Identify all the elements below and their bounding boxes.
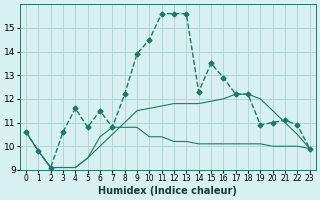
X-axis label: Humidex (Indice chaleur): Humidex (Indice chaleur): [98, 186, 237, 196]
